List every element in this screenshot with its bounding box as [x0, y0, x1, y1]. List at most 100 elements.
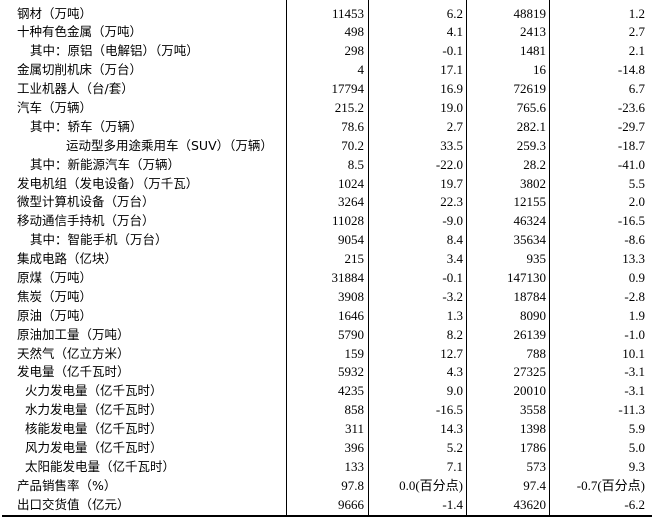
- cell-value-col3: 97.4: [523, 477, 546, 493]
- row-label: 其中：智能手机（万台）: [30, 232, 168, 248]
- cell-value-col3: 8090: [520, 307, 546, 323]
- cell-value-col3: 788: [526, 345, 547, 361]
- cell-value-col3: 16: [533, 62, 546, 78]
- table-row: 发电机组（发电设备）（万千瓦） 1024 19.7 3802 5.5: [0, 175, 654, 194]
- cell-value-col1: 1024: [338, 175, 364, 191]
- cell-value-col4: -18.7: [617, 137, 645, 153]
- cell-value-col2: -3.2: [442, 288, 463, 304]
- cell-value-col1: 9666: [338, 496, 364, 512]
- cell-value-col1: 11028: [331, 213, 364, 229]
- row-label: 焦炭（万吨）: [17, 288, 93, 304]
- cell-value-col2: 5.2: [446, 439, 463, 455]
- row-label: 十种有色金属（万吨）: [17, 24, 143, 40]
- cell-value-col1: 4: [357, 62, 365, 78]
- table-row: 发电量（亿千瓦时） 5932 4.3 27325 -3.1: [0, 363, 654, 382]
- table-row: 核能发电量（亿千瓦时） 311 14.3 1398 5.9: [0, 420, 654, 439]
- cell-value-col4: -11.3: [618, 402, 645, 418]
- row-label: 原煤（万吨）: [17, 269, 93, 285]
- cell-value-col4: 10.1: [622, 345, 645, 361]
- cell-value-col2: 19.0: [440, 99, 463, 115]
- row-label: 微型计算机设备（万台）: [17, 194, 155, 210]
- cell-value-col3: 1481: [520, 43, 546, 59]
- table-row: 火力发电量（亿千瓦时） 4235 9.0 20010 -3.1: [0, 382, 654, 401]
- cell-value-col2: -0.1: [442, 43, 463, 59]
- cell-value-col4: 1.9: [628, 307, 645, 323]
- cell-value-col1: 1646: [338, 307, 364, 323]
- cell-value-col3: 20010: [513, 383, 547, 399]
- cell-value-col3: 3802: [520, 175, 546, 191]
- row-label: 工业机器人（台/套）: [17, 81, 134, 97]
- table-row: 运动型多用途乘用车（SUV）（万辆） 70.2 33.5 259.3 -18.7: [0, 137, 654, 156]
- cell-value-col2: -1.4: [442, 496, 463, 512]
- cell-value-col3: 3558: [520, 402, 546, 418]
- cell-value-col3: 147130: [507, 269, 546, 285]
- cell-value-col1: 498: [344, 24, 365, 40]
- table-row: 集成电路（亿块） 215 3.4 935 13.3: [0, 250, 654, 269]
- table-row: 天然气（亿立方米） 159 12.7 788 10.1: [0, 345, 654, 364]
- table-row: 原油加工量（万吨） 5790 8.2 26139 -1.0: [0, 326, 654, 345]
- cell-value-col1: 298: [344, 43, 365, 59]
- cell-value-col1: 215: [344, 251, 365, 267]
- cell-value-col4: -1.0: [624, 326, 645, 342]
- cell-value-col3: 765.6: [516, 99, 546, 115]
- row-label: 集成电路（亿块）: [17, 251, 118, 267]
- cell-value-col1: 311: [344, 421, 364, 437]
- row-label: 风力发电量（亿千瓦时）: [25, 439, 163, 455]
- cell-value-col4: 2.0: [628, 194, 645, 210]
- row-label: 其中：原铝（电解铝）（万吨）: [30, 43, 199, 59]
- row-label: 出口交货值（亿元）: [17, 496, 130, 512]
- cell-value-col4: 9.3: [628, 458, 645, 474]
- table-row: 其中：原铝（电解铝）（万吨） 298 -0.1 1481 2.1: [0, 42, 654, 61]
- row-label: 原油（万吨）: [17, 307, 93, 323]
- cell-value-col1: 3908: [338, 288, 364, 304]
- cell-value-col3: 259.3: [516, 137, 546, 153]
- column-divider: [368, 0, 369, 516]
- table-row: 其中：智能手机（万台） 9054 8.4 35634 -8.6: [0, 231, 654, 250]
- cell-value-col4: -0.7(百分点): [576, 477, 645, 493]
- cell-value-col1: 133: [344, 458, 365, 474]
- table-row: 焦炭（万吨） 3908 -3.2 18784 -2.8: [0, 288, 654, 307]
- row-label: 发电量（亿千瓦时）: [17, 364, 130, 380]
- cell-value-col1: 97.8: [341, 477, 364, 493]
- cell-value-col1: 8.5: [347, 156, 364, 172]
- cell-value-col1: 9054: [338, 232, 364, 248]
- production-table: 钢材（万吨） 11453 6.2 48819 1.2 十种有色金属（万吨） 498 4.1 24…: [0, 5, 654, 512]
- cell-value-col4: 5.9: [628, 421, 645, 437]
- table-row: 太阳能发电量（亿千瓦时） 133 7.1 573 9.3: [0, 458, 654, 477]
- table-row: 微型计算机设备（万台） 3264 22.3 12155 2.0: [0, 193, 654, 212]
- table-row: 产品销售率（%） 97.8 0.0(百分点) 97.4 -0.7(百分点): [0, 477, 654, 496]
- cell-value-col2: 16.9: [440, 81, 463, 97]
- cell-value-col3: 27325: [513, 364, 547, 380]
- row-label: 太阳能发电量（亿千瓦时）: [25, 458, 176, 474]
- cell-value-col2: 2.7: [446, 118, 463, 134]
- cell-value-col3: 43620: [513, 496, 547, 512]
- cell-value-col2: 0.0(百分点): [399, 477, 463, 493]
- cell-value-col2: 8.2: [446, 326, 463, 342]
- cell-value-col1: 31884: [331, 269, 365, 285]
- cell-value-col1: 11453: [331, 5, 364, 21]
- cell-value-col3: 35634: [513, 232, 547, 248]
- cell-value-col1: 396: [344, 439, 365, 455]
- cell-value-col2: 14.3: [440, 421, 463, 437]
- cell-value-col4: -3.1: [624, 383, 645, 399]
- cell-value-col2: 9.0: [446, 383, 463, 399]
- cell-value-col3: 935: [526, 251, 547, 267]
- cell-value-col4: 2.7: [628, 24, 645, 40]
- cell-value-col2: 6.2: [446, 5, 463, 21]
- cell-value-col4: -6.2: [624, 496, 645, 512]
- cell-value-col2: 7.1: [446, 458, 463, 474]
- table-row: 风力发电量（亿千瓦时） 396 5.2 1786 5.0: [0, 439, 654, 458]
- table-row: 十种有色金属（万吨） 498 4.1 2413 2.7: [0, 23, 654, 42]
- row-label: 钢材（万吨）: [17, 5, 93, 21]
- cell-value-col4: 2.1: [628, 43, 645, 59]
- table-row: 移动通信手持机（万台） 11028 -9.0 46324 -16.5: [0, 212, 654, 231]
- column-divider: [549, 0, 550, 516]
- cell-value-col3: 1398: [520, 421, 546, 437]
- table-row: 金属切削机床（万台） 4 17.1 16 -14.8: [0, 61, 654, 80]
- cell-value-col3: 1786: [520, 439, 546, 455]
- cell-value-col3: 282.1: [516, 118, 546, 134]
- cell-value-col2: -16.5: [435, 402, 463, 418]
- cell-value-col2: 4.3: [446, 364, 463, 380]
- row-label: 其中：轿车（万辆）: [30, 118, 143, 134]
- cell-value-col3: 2413: [520, 24, 546, 40]
